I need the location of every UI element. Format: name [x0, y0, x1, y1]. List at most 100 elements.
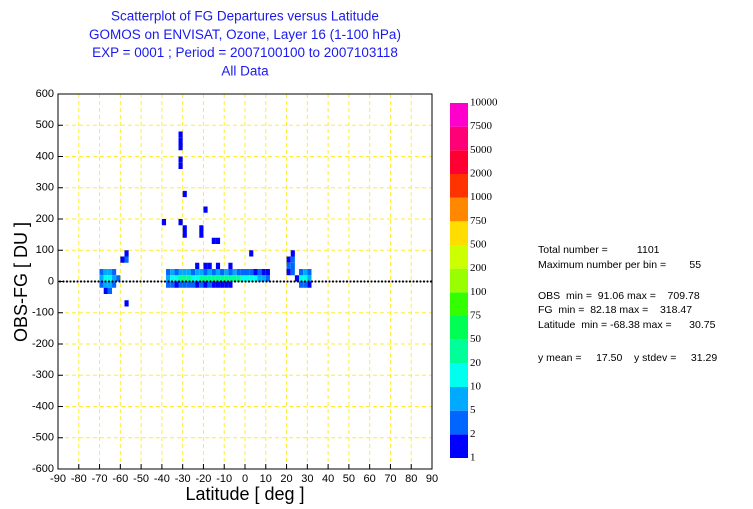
reference-dot — [321, 280, 324, 283]
colorbar-segment — [450, 434, 468, 458]
cell — [99, 281, 104, 288]
cell — [199, 231, 204, 238]
colorbar-label: 20 — [470, 357, 482, 369]
cell — [220, 281, 225, 288]
x-tick-label: -50 — [133, 473, 149, 485]
reference-dot — [167, 280, 170, 283]
reference-dot — [387, 280, 391, 283]
y-tick-label: -500 — [32, 432, 54, 444]
reference-dot — [405, 280, 408, 283]
reference-dot — [331, 280, 335, 283]
reference-dot — [268, 280, 272, 283]
chart-title: EXP = 0001 ; Period = 2007100100 to 2007… — [92, 45, 398, 60]
reference-dot — [349, 280, 352, 283]
reference-dot — [426, 280, 429, 283]
reference-dot — [195, 280, 198, 283]
reference-dot — [275, 280, 279, 283]
reference-dot — [394, 280, 398, 283]
reference-dot — [384, 280, 387, 283]
cell — [190, 275, 196, 282]
cell — [203, 281, 208, 288]
reference-dot — [104, 280, 107, 283]
reference-dot — [209, 280, 212, 283]
cell — [112, 275, 117, 282]
cell — [195, 269, 200, 276]
reference-dot — [254, 280, 258, 283]
reference-dot — [419, 280, 422, 283]
reference-dot — [317, 280, 321, 283]
cell — [257, 269, 262, 276]
cell — [178, 137, 183, 144]
cell — [112, 281, 117, 288]
cell — [166, 281, 171, 288]
cell — [249, 250, 254, 257]
cell — [257, 275, 262, 282]
reference-dot — [216, 280, 219, 283]
colorbar-segment — [450, 410, 468, 435]
cell — [182, 281, 187, 288]
reference-dot — [258, 280, 261, 283]
cell — [299, 269, 304, 276]
cell — [124, 256, 129, 263]
y-tick-label: 200 — [36, 213, 54, 225]
reference-dot — [146, 280, 149, 283]
cell — [170, 269, 175, 276]
cell — [174, 275, 179, 282]
cell — [182, 269, 187, 276]
cell — [99, 275, 104, 282]
cell — [178, 269, 183, 276]
cell — [228, 269, 233, 276]
cell — [170, 281, 175, 288]
reference-dot — [373, 280, 377, 283]
cell — [107, 275, 113, 282]
reference-dot — [86, 280, 90, 283]
x-tick-label: 20 — [280, 473, 292, 485]
cell — [265, 269, 270, 276]
reference-dot — [135, 280, 139, 283]
plot-frame — [57, 93, 433, 470]
reference-dot — [363, 280, 366, 283]
colorbar-segment — [450, 126, 468, 151]
cell — [240, 275, 245, 282]
cell — [103, 269, 108, 276]
reference-dot — [286, 280, 289, 283]
cell — [232, 269, 237, 276]
reference-dot — [226, 280, 230, 283]
colorbar-segment — [450, 221, 468, 245]
cell — [211, 237, 216, 244]
cell — [211, 269, 216, 276]
chart-title: All Data — [221, 63, 269, 78]
colorbar-label: 500 — [470, 239, 487, 251]
colorbar-segment — [450, 363, 468, 387]
cell — [99, 269, 104, 276]
y-tick-label: 300 — [36, 182, 54, 194]
reference-dot — [366, 280, 370, 283]
reference-dot — [401, 280, 405, 283]
cell — [249, 275, 254, 282]
cell — [170, 275, 175, 282]
y-tick-label: -100 — [32, 307, 54, 319]
y-tick-label: -300 — [32, 369, 54, 381]
reference-dot — [342, 280, 345, 283]
colorbar-segment — [450, 245, 468, 269]
reference-dot — [391, 280, 394, 283]
reference-dot — [370, 280, 373, 283]
cell — [103, 281, 108, 288]
reference-dot — [65, 280, 69, 283]
cell — [249, 269, 254, 276]
cell — [207, 281, 212, 288]
reference-dot — [338, 280, 342, 283]
x-tick-label: 80 — [405, 473, 417, 485]
reference-dot — [149, 280, 153, 283]
cell — [124, 300, 129, 307]
reference-dot — [398, 280, 401, 283]
x-tick-label: -80 — [71, 473, 87, 485]
reference-dot — [324, 280, 328, 283]
x-tick-label: -30 — [175, 473, 191, 485]
cell — [228, 262, 233, 269]
cell — [178, 281, 183, 288]
y-tick-label: -600 — [32, 463, 54, 475]
reference-dot — [237, 280, 240, 283]
cell — [203, 269, 208, 276]
